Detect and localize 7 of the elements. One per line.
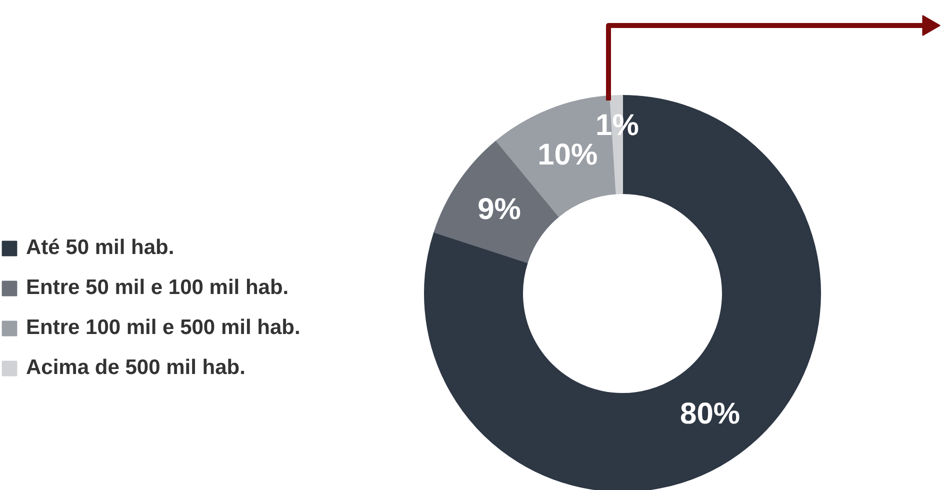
legend-label: Entre 100 mil e 500 mil hab. (26, 316, 300, 340)
legend-label: Até 50 mil hab. (26, 236, 174, 260)
data-label: 80% (680, 398, 740, 431)
legend-label: Entre 50 mil e 100 mil hab. (26, 276, 289, 300)
data-label: 9% (478, 193, 521, 226)
legend-label: Acima de 500 mil hab. (26, 356, 246, 380)
data-label: 10% (538, 138, 598, 172)
